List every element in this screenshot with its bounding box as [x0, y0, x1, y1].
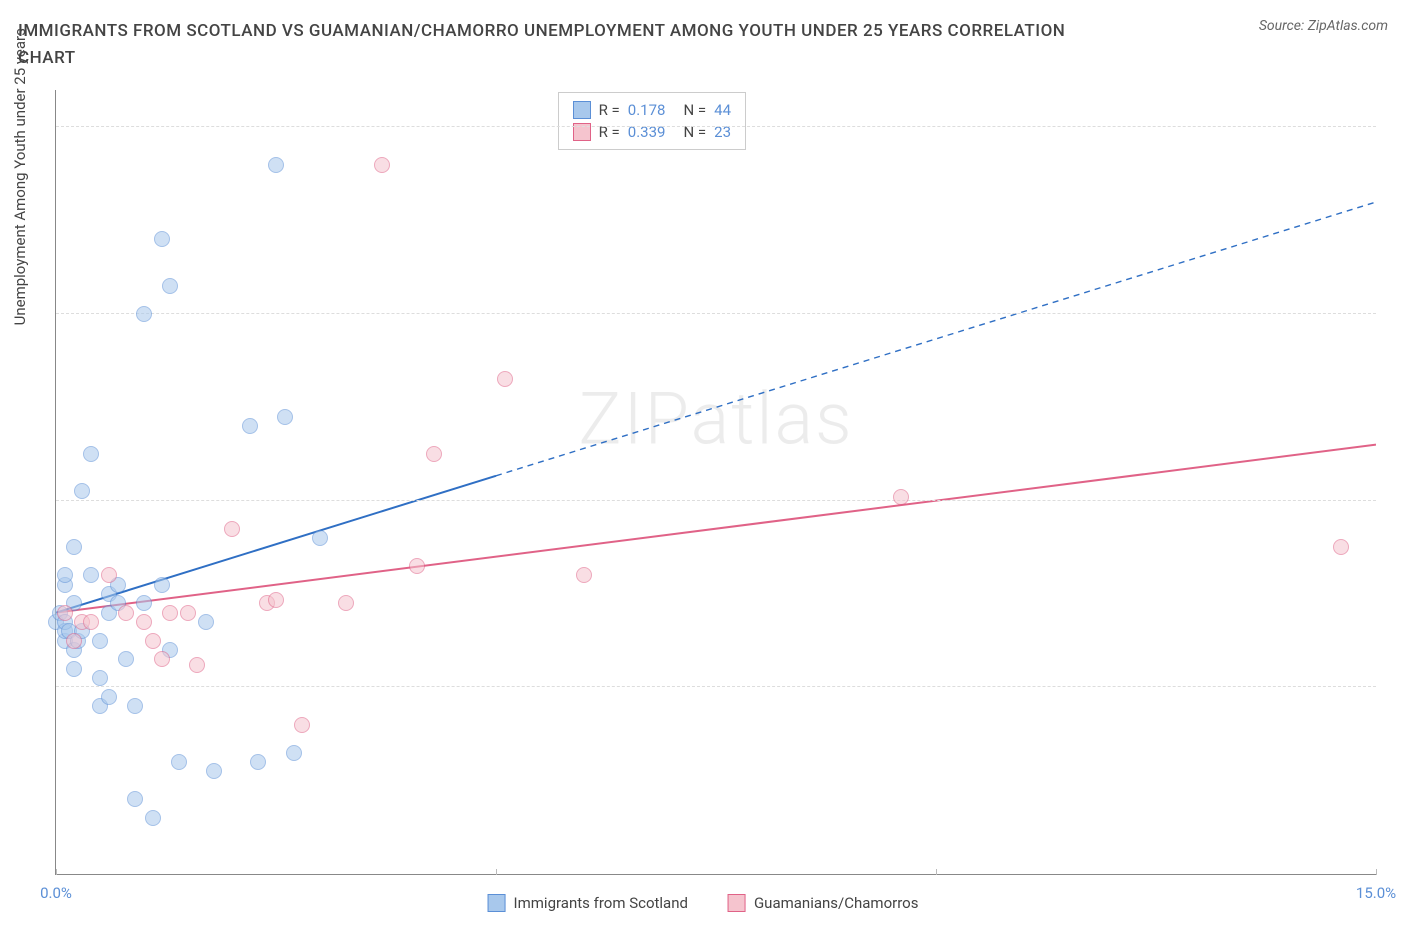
data-point — [224, 521, 240, 537]
data-point — [189, 657, 205, 673]
bottom-legend-item-2: Guamanians/Chamorros — [728, 894, 918, 912]
data-point — [250, 754, 266, 770]
data-point — [409, 558, 425, 574]
gridline — [56, 686, 1376, 687]
data-point — [57, 605, 73, 621]
n-value-series1: 44 — [714, 101, 731, 119]
data-point — [154, 577, 170, 593]
x-tick-label: 0.0% — [40, 884, 72, 902]
series2-name: Guamanians/Chamorros — [754, 894, 918, 912]
data-point — [162, 278, 178, 294]
data-point — [277, 409, 293, 425]
header: IMMIGRANTS FROM SCOTLAND VS GUAMANIAN/CH… — [18, 18, 1388, 72]
gridline — [56, 313, 1376, 314]
data-point — [101, 567, 117, 583]
gridline — [56, 500, 1376, 501]
data-point — [154, 651, 170, 667]
data-point — [83, 567, 99, 583]
n-label: N = — [683, 101, 706, 119]
data-point — [66, 633, 82, 649]
data-point — [136, 614, 152, 630]
x-tick — [56, 869, 57, 875]
data-point — [127, 791, 143, 807]
x-tick — [496, 869, 497, 875]
data-point — [286, 745, 302, 761]
data-point — [576, 567, 592, 583]
data-point — [127, 698, 143, 714]
data-point — [154, 231, 170, 247]
data-point — [57, 567, 73, 583]
bottom-legend: Immigrants from Scotland Guamanians/Cham… — [488, 894, 919, 912]
plot-region: ZIPatlas R = 0.178 N = 44 R = 0.339 N = … — [55, 90, 1376, 875]
data-point — [83, 446, 99, 462]
legend-row-series2: R = 0.339 N = 23 — [573, 121, 731, 143]
watermark: ZIPatlas — [578, 377, 853, 462]
data-point — [374, 157, 390, 173]
x-tick-label: 15.0% — [1356, 884, 1396, 902]
data-point — [66, 661, 82, 677]
legend-swatch-series1 — [488, 894, 506, 912]
data-point — [118, 651, 134, 667]
data-point — [312, 530, 328, 546]
data-point — [171, 754, 187, 770]
gridline — [56, 126, 1376, 127]
data-point — [145, 810, 161, 826]
y-axis-label: Unemployment Among Youth under 25 years — [11, 28, 29, 325]
data-point — [92, 670, 108, 686]
data-point — [118, 605, 134, 621]
source-label: Source: ZipAtlas.com — [1259, 18, 1388, 34]
data-point — [92, 633, 108, 649]
data-point — [136, 595, 152, 611]
x-tick — [936, 869, 937, 875]
legend-swatch-series1 — [573, 101, 591, 119]
data-point — [497, 371, 513, 387]
data-point — [101, 689, 117, 705]
chart-title: IMMIGRANTS FROM SCOTLAND VS GUAMANIAN/CH… — [18, 18, 1118, 72]
data-point — [198, 614, 214, 630]
data-point — [426, 446, 442, 462]
x-tick — [1376, 869, 1377, 875]
data-point — [338, 595, 354, 611]
series1-name: Immigrants from Scotland — [514, 894, 688, 912]
legend-swatch-series2 — [728, 894, 746, 912]
bottom-legend-item-1: Immigrants from Scotland — [488, 894, 688, 912]
data-point — [136, 306, 152, 322]
data-point — [294, 717, 310, 733]
data-point — [268, 592, 284, 608]
data-point — [1333, 539, 1349, 555]
legend-row-series1: R = 0.178 N = 44 — [573, 99, 731, 121]
r-value-series1: 0.178 — [628, 101, 666, 119]
data-point — [74, 483, 90, 499]
data-point — [180, 605, 196, 621]
data-point — [242, 418, 258, 434]
data-point — [268, 157, 284, 173]
data-point — [145, 633, 161, 649]
data-point — [66, 539, 82, 555]
data-point — [83, 614, 99, 630]
data-point — [162, 605, 178, 621]
data-point — [893, 489, 909, 505]
chart-area: ZIPatlas R = 0.178 N = 44 R = 0.339 N = … — [55, 90, 1376, 875]
stats-legend: R = 0.178 N = 44 R = 0.339 N = 23 — [558, 92, 746, 150]
r-label: R = — [599, 101, 620, 119]
data-point — [206, 763, 222, 779]
